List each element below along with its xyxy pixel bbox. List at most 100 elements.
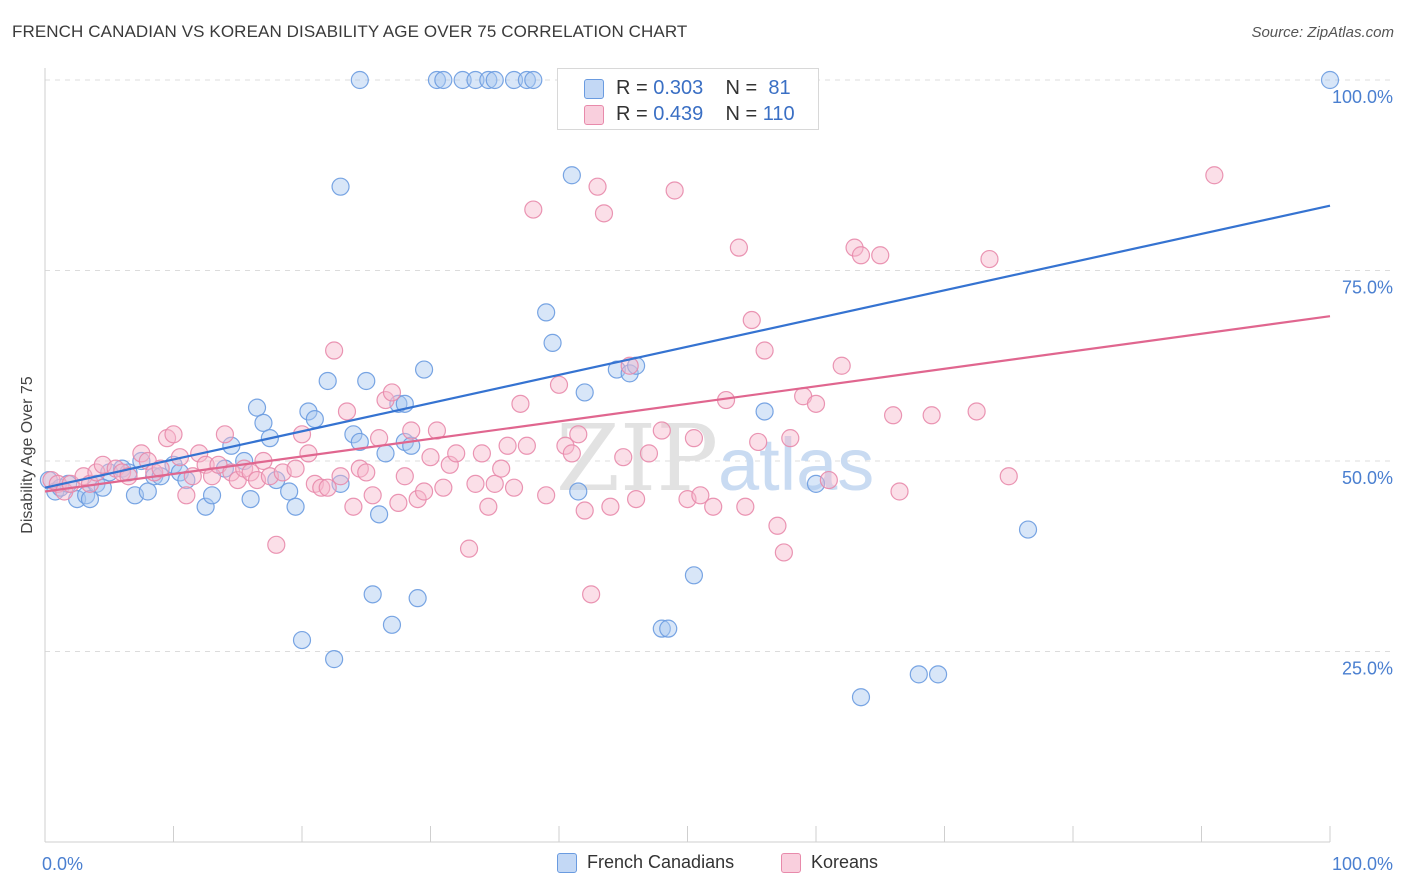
point-koreans [999,467,1018,486]
point-koreans [562,444,581,463]
legend-swatch-blue [584,79,604,99]
point-koreans [620,356,639,375]
point-koreans [337,402,357,421]
point-koreans [922,406,941,425]
legend-row-french-canadians: R = 0.303 N = 81 [584,77,816,101]
point-koreans [556,436,575,455]
trend-line-french-canadians [44,204,1331,489]
point-koreans [832,356,851,375]
point-koreans [395,467,414,486]
point-french-canadians [504,70,524,90]
watermark-atlas: atlas [718,423,874,506]
point-french-canadians [344,425,363,444]
point-koreans [980,249,999,269]
point-koreans [549,375,569,394]
point-french-canadians [299,402,318,421]
legend-swatch-french-canadians [557,852,577,873]
point-french-canadians [247,398,267,417]
point-koreans [781,429,800,448]
point-french-canadians [517,70,536,90]
point-french-canadians [286,497,305,516]
point-french-canadians [376,444,395,463]
point-koreans [588,177,607,196]
point-koreans [845,238,864,257]
point-koreans [736,497,755,516]
watermark: ZIP atlas [556,405,874,512]
point-koreans [472,444,491,463]
point-koreans [132,444,151,463]
x-tick-label: 100.0% [1332,854,1393,874]
point-koreans [434,478,453,497]
legend-row-koreans: R = 0.439 N = 110 [584,103,816,127]
point-koreans [421,448,440,467]
point-french-canadians [851,688,871,707]
point-french-canadians [524,70,543,90]
n-value-koreans: 110 [762,103,795,125]
legend-swatch-pink [584,105,604,125]
point-koreans [806,394,826,413]
legend-label-koreans: Koreans [811,852,879,872]
point-french-canadians [537,303,556,322]
point-koreans [376,390,395,410]
legend-item-koreans[interactable]: Koreans [781,852,878,873]
point-koreans [851,246,871,265]
point-french-canadians [254,413,273,432]
watermark-zip: ZIP [556,405,718,512]
point-french-canadians [427,70,447,90]
point-koreans [504,478,524,497]
legend-swatch-koreans [781,852,801,873]
r-label: R = [616,103,648,125]
point-koreans [408,490,427,509]
point-french-canadians [196,497,215,516]
y-tick-label: 75.0% [1342,278,1393,298]
point-french-canadians [305,409,324,429]
point-koreans [440,455,459,474]
point-koreans [479,497,498,516]
point-french-canadians [350,70,369,90]
point-french-canadians [485,70,504,90]
point-french-canadians [318,371,337,391]
point-koreans [414,482,434,501]
point-koreans [883,406,903,425]
point-koreans [755,341,774,360]
point-french-canadians [569,482,588,501]
point-koreans [177,486,196,505]
point-french-canadians [684,566,704,585]
point-koreans [363,486,382,505]
point-koreans [601,497,620,516]
point-french-canadians [453,70,472,90]
point-french-canadians [325,650,344,669]
point-french-canadians [562,166,581,185]
legend-text-koreans: R = 0.439 N = 110 [616,103,795,126]
legend-item-french-canadians[interactable]: French Canadians [557,852,734,873]
point-koreans [575,501,594,520]
point-koreans [729,238,749,257]
point-koreans [498,436,517,455]
point-koreans [286,459,305,478]
point-koreans [768,516,787,535]
point-french-canadians [408,589,427,608]
point-koreans [402,421,421,440]
point-french-canadians [1018,520,1038,539]
n-value-french-canadians: 81 [768,77,791,99]
grid-lines [45,79,1392,652]
point-koreans [749,432,768,452]
point-koreans [684,429,704,448]
point-french-canadians [479,70,498,90]
point-koreans [299,444,318,463]
point-koreans [492,459,511,478]
r-label: R = [616,77,648,99]
x-tick-label: 0.0% [42,854,83,874]
point-koreans [151,459,170,478]
point-koreans [704,497,723,516]
point-koreans [485,474,504,493]
point-french-canadians [1320,70,1340,90]
point-koreans [537,486,556,505]
r-value-koreans: 0.439 [653,103,704,125]
point-koreans [614,448,633,467]
point-koreans [344,497,363,516]
point-koreans [774,543,793,562]
point-koreans [1205,166,1224,185]
